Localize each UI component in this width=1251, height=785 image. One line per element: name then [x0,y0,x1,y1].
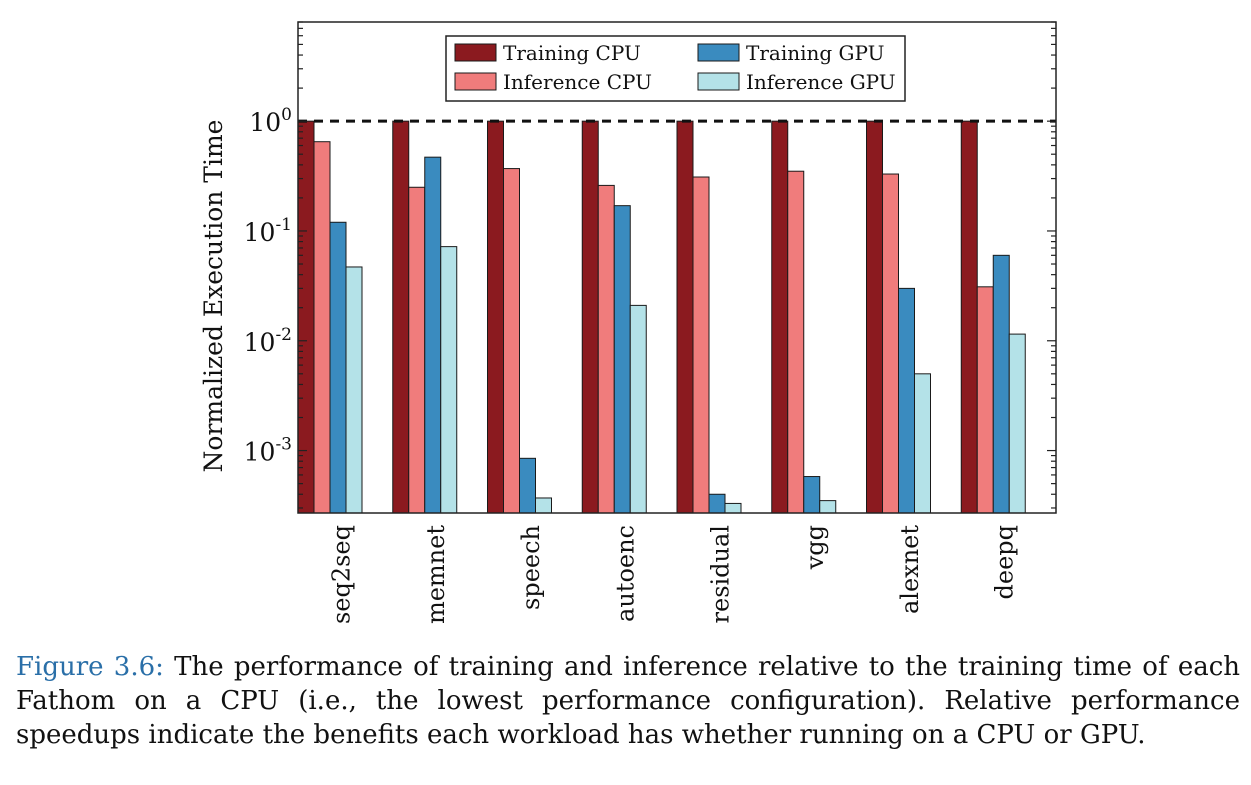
bar-alexnet-inference-gpu [914,373,931,514]
bar-residual-training-gpu [708,493,726,514]
bar-seq2seq-training-gpu [329,221,347,514]
y-axis-label: Normalized Execution Time [199,120,228,473]
bar-speech-training-gpu [519,457,536,514]
legend-label-inference-gpu: Inference GPU [746,70,896,94]
x-tick-label-alexnet: alexnet [896,525,924,614]
x-tick-label-vgg: vgg [801,525,829,570]
bar-speech-training-cpu [487,120,504,514]
y-tick-label: 10-1 [244,215,292,247]
figure-caption: Figure 3.6: The performance of training … [16,650,1240,752]
x-tick-label-speech: speech [517,525,545,610]
bar-chart: 100 10-1 10-2 10-3 seq2seq memnet speech autoe… [199,21,1057,624]
bar-residual-inference-cpu [692,176,710,514]
bar-autoenc-inference-cpu [597,184,615,514]
legend-box [445,35,906,102]
bar-memnet-inference-cpu [408,186,426,514]
bar-seq2seq-inference-cpu [313,141,331,514]
bar-residual-inference-gpu [724,502,742,514]
x-tick-label-deepq: deepq [991,525,1019,600]
legend-swatch-training-gpu [697,43,740,62]
x-tick-label-memnet: memnet [422,525,450,624]
plot-frame [297,21,1057,514]
legend-label-training-cpu: Training CPU [503,41,641,65]
bar-seq2seq-training-cpu [297,120,315,514]
bar-memnet-training-gpu [424,156,442,514]
bar-vgg-inference-gpu [819,500,837,514]
y-tick-label: 100 [249,105,292,137]
bar-speech-inference-cpu [503,168,520,514]
bar-alexnet-training-cpu [866,120,883,514]
x-tick-label-seq2seq: seq2seq [327,525,355,624]
bar-autoenc-training-gpu [613,205,631,514]
bar-deepq-training-cpu [960,120,978,514]
y-tick-label: 10-3 [244,435,292,467]
bar-vgg-training-gpu [803,476,821,514]
legend-swatch-training-cpu [454,43,497,62]
bar-vgg-training-cpu [771,120,789,514]
bar-speech-inference-gpu [535,497,552,514]
bar-deepq-inference-cpu [976,286,994,514]
bar-memnet-training-cpu [392,120,410,514]
bar-autoenc-inference-gpu [629,304,647,514]
bar-autoenc-training-cpu [581,120,599,514]
x-tick-label-residual: residual [706,525,734,623]
bar-alexnet-training-gpu [898,287,915,514]
bar-memnet-inference-gpu [440,246,458,514]
x-tick-label-autoenc: autoenc [612,525,640,622]
bar-deepq-inference-gpu [1008,333,1026,514]
bar-alexnet-inference-cpu [882,173,899,514]
legend: Training CPU Inference CPU Training GPU Inf… [445,35,906,102]
caption-label: Figure 3.6: [16,652,164,682]
bar-seq2seq-inference-gpu [345,266,363,514]
y-tick-label: 10-2 [244,325,292,357]
legend-swatch-inference-cpu [454,72,497,91]
caption-text: The performance of training and inferenc… [16,652,1241,750]
bar-vgg-inference-cpu [787,170,805,514]
legend-swatch-inference-gpu [697,72,740,91]
bar-deepq-training-gpu [992,254,1010,514]
bar-residual-training-cpu [676,120,694,514]
legend-label-training-gpu: Training GPU [746,41,884,65]
legend-label-inference-cpu: Inference CPU [503,70,652,94]
